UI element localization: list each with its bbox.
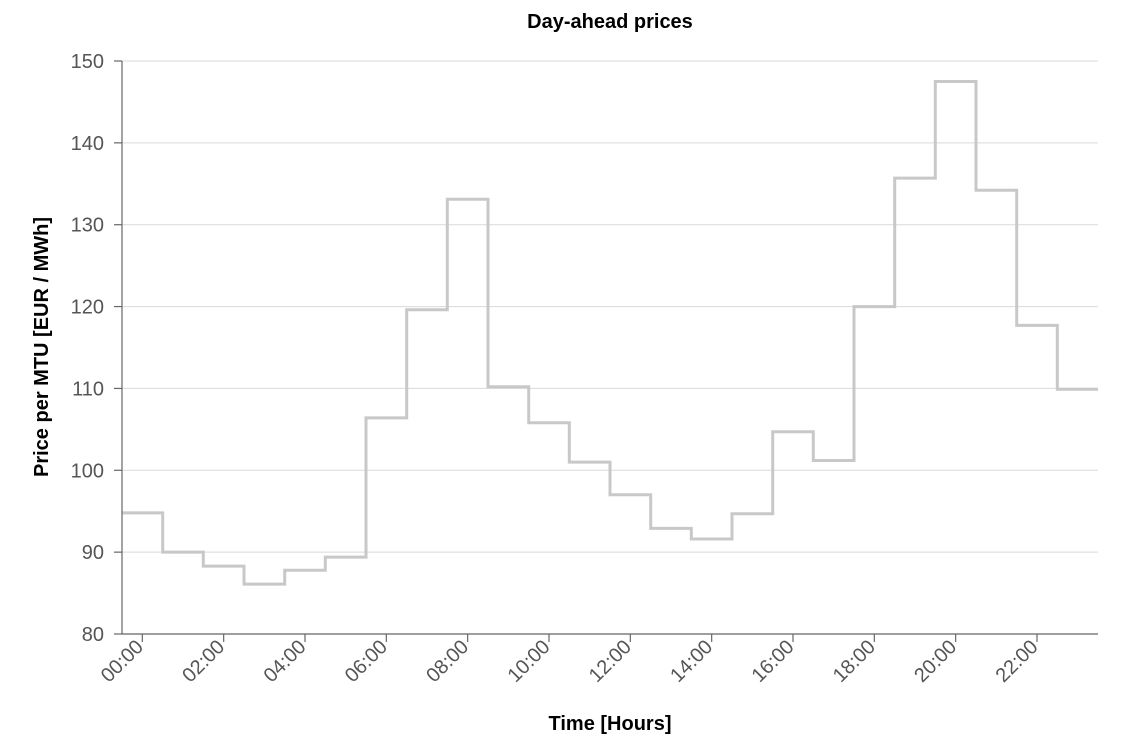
x-tick-label: 20:00 xyxy=(910,636,961,687)
price-step-line xyxy=(122,80,1098,586)
y-tick-label: 100 xyxy=(71,460,104,482)
x-tick-label: 02:00 xyxy=(178,636,229,687)
chart-title: Day-ahead prices xyxy=(527,11,693,33)
y-axis-label: Price per MTU [EUR / MWh] xyxy=(31,217,53,477)
x-tick-label: 10:00 xyxy=(504,636,555,687)
x-tick-label: 00:00 xyxy=(97,636,148,687)
y-tick-label: 90 xyxy=(82,542,104,564)
x-tick-labels: 00:00 02:00 04:00 06:00 08:00 10:00 12:00 14:00… xyxy=(97,634,1043,687)
plot-area xyxy=(122,80,1098,586)
x-tick-label: 04:00 xyxy=(260,636,311,687)
y-tick-label: 110 xyxy=(72,378,104,400)
x-tick-label: 08:00 xyxy=(422,636,473,687)
x-tick-label: 12:00 xyxy=(585,636,636,687)
x-tick-label: 22:00 xyxy=(992,636,1043,687)
x-tick-label: 18:00 xyxy=(829,636,880,687)
axes xyxy=(121,61,1098,635)
y-tick-label: 80 xyxy=(82,624,104,646)
y-tick-labels: 80 90 100 110 120 130 140 150 xyxy=(71,51,122,646)
x-tick-label: 16:00 xyxy=(748,636,799,687)
y-tick-label: 130 xyxy=(71,215,104,237)
x-axis-label: Time [Hours] xyxy=(549,713,672,735)
x-tick-label: 06:00 xyxy=(341,636,392,687)
x-tick-label: 14:00 xyxy=(666,636,717,687)
y-tick-label: 140 xyxy=(71,133,104,155)
y-tick-label: 120 xyxy=(71,297,104,319)
grid xyxy=(122,60,1098,553)
y-tick-label: 150 xyxy=(71,51,104,73)
